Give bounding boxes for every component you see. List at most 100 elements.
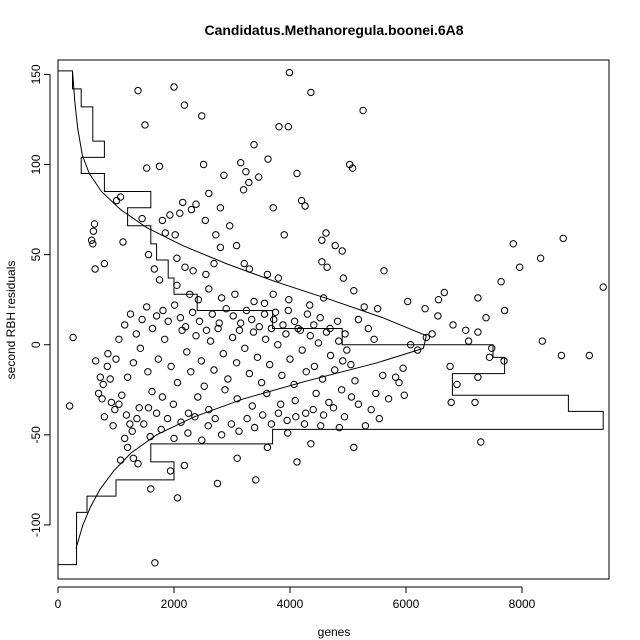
data-point — [422, 333, 430, 342]
data-point — [284, 123, 292, 131]
data-point — [89, 240, 97, 248]
data-point — [282, 330, 290, 338]
data-point — [339, 357, 347, 365]
data-point — [152, 312, 161, 320]
data-point — [170, 301, 179, 309]
data-point — [155, 162, 164, 171]
data-point — [141, 121, 149, 129]
data-point — [205, 189, 213, 198]
data-point — [154, 355, 163, 363]
data-point — [350, 443, 358, 452]
data-point — [94, 389, 103, 398]
data-point — [250, 141, 258, 149]
data-point — [232, 359, 241, 367]
data-point — [310, 321, 318, 329]
data-point — [284, 429, 292, 437]
data-point — [585, 351, 593, 360]
data-point — [447, 398, 455, 407]
y-tick-label: 50 — [29, 248, 43, 262]
data-point — [241, 344, 249, 352]
x-axis: 0 2000 4000 6000 8000 — [55, 586, 536, 611]
x-tick-label: 4000 — [277, 597, 304, 611]
data-point — [96, 373, 105, 381]
data-point — [167, 362, 175, 371]
data-point — [215, 319, 223, 327]
data-point — [161, 335, 169, 343]
data-point — [121, 434, 129, 443]
data-point — [140, 420, 148, 428]
data-point — [126, 310, 135, 318]
data-point — [235, 427, 243, 435]
data-point — [65, 402, 74, 410]
data-point — [107, 398, 116, 407]
data-point — [338, 247, 346, 255]
data-point — [135, 404, 143, 412]
data-point — [147, 485, 155, 493]
plot-frame — [57, 59, 610, 580]
data-point — [189, 267, 197, 275]
data-point — [245, 265, 254, 273]
data-point — [217, 431, 226, 439]
data-point — [198, 112, 206, 120]
data-point — [274, 274, 283, 282]
x-tick-label: 6000 — [393, 597, 420, 611]
data-point — [297, 196, 306, 205]
data-point — [250, 423, 259, 432]
data-point — [318, 258, 326, 266]
data-point — [413, 346, 422, 354]
data-point — [306, 332, 314, 340]
data-point — [183, 348, 191, 356]
data-point — [260, 299, 269, 307]
data-point — [263, 270, 272, 279]
data-point — [277, 400, 285, 408]
data-point — [331, 366, 339, 374]
data-point — [340, 413, 349, 421]
data-point — [202, 270, 210, 279]
x-axis-label: genes — [318, 625, 351, 639]
data-point — [152, 409, 161, 417]
data-point — [129, 359, 138, 367]
data-point — [294, 324, 302, 333]
data-point — [217, 294, 226, 302]
data-point — [104, 350, 112, 358]
data-point — [391, 373, 400, 381]
data-point — [176, 209, 184, 217]
data-point — [87, 236, 96, 244]
data-point — [89, 227, 98, 235]
data-point — [229, 312, 237, 320]
data-point — [151, 559, 159, 567]
data-point — [325, 398, 333, 407]
data-point — [170, 434, 178, 443]
data-point — [406, 341, 415, 349]
data-point — [146, 432, 154, 441]
data-point — [372, 389, 380, 398]
data-point — [205, 285, 213, 293]
data-point — [180, 461, 189, 470]
data-point — [509, 240, 517, 248]
data-point — [312, 389, 320, 398]
data-point — [119, 238, 127, 246]
data-point — [184, 409, 193, 417]
data-point — [269, 290, 277, 298]
data-point — [91, 265, 99, 273]
data-point — [302, 368, 310, 376]
data-point — [224, 375, 232, 383]
data-point — [279, 321, 287, 329]
data-point — [144, 250, 153, 259]
data-point — [206, 337, 215, 345]
data-point — [255, 323, 263, 331]
data-point — [348, 164, 357, 172]
data-point — [293, 458, 301, 466]
data-point — [134, 86, 142, 95]
data-point — [316, 314, 324, 322]
data-point — [144, 368, 152, 376]
data-point — [237, 319, 245, 327]
data-point — [115, 400, 123, 408]
data-point — [245, 178, 253, 187]
data-point — [157, 425, 165, 434]
data-point — [290, 317, 299, 325]
data-point — [126, 420, 134, 428]
data-point — [270, 315, 278, 324]
data-point — [129, 454, 138, 462]
